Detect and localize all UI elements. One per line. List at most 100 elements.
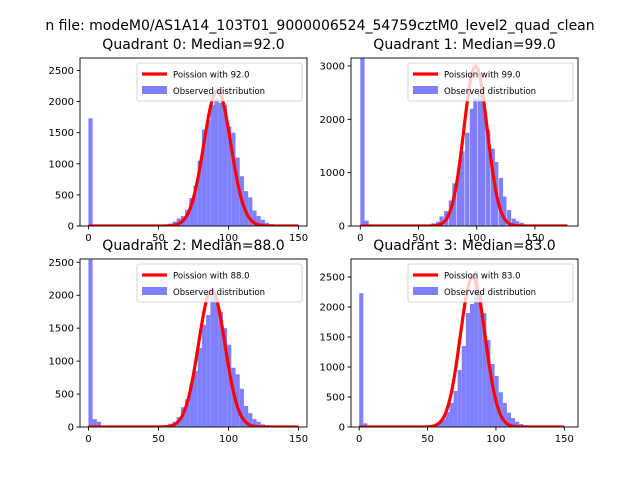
histogram-bar xyxy=(189,198,194,226)
histogram-bar xyxy=(201,324,207,427)
y-tick-label: 2500 xyxy=(320,273,345,284)
y-tick-label: 1000 xyxy=(320,363,345,374)
y-tick-label: 1000 xyxy=(49,357,74,368)
histogram-bar xyxy=(449,403,454,427)
histogram-bar xyxy=(465,313,470,427)
x-tick-label: 0 xyxy=(85,233,91,244)
panel-title: Quadrant 1: Median=99.0 xyxy=(373,37,555,53)
legend-frame xyxy=(407,263,574,303)
histogram-bar xyxy=(473,98,478,226)
histogram-bar xyxy=(498,178,504,226)
quadrant-1-panel: 0 50 100 150 0 1000 2000 3000 Quadrant 1: Median… xyxy=(320,37,579,244)
y-tick-label: 1500 xyxy=(49,128,74,139)
y-tick-label: 2000 xyxy=(320,115,345,126)
histogram-bar xyxy=(506,412,511,427)
histogram-bar xyxy=(486,340,491,427)
x-tick-label: 100 xyxy=(467,233,486,244)
x-tick-label: 150 xyxy=(289,434,308,445)
figure-suptitle: n file: modeM0/AS1A14_103T01_9000006524_… xyxy=(45,18,594,34)
legend-hist-swatch xyxy=(413,287,438,295)
histogram-bar xyxy=(511,218,516,226)
y-tick-label: 2000 xyxy=(320,303,345,314)
x-tick-label: 150 xyxy=(289,233,308,244)
histogram-bar xyxy=(210,291,215,427)
histogram-bar xyxy=(214,298,219,427)
histogram-bar xyxy=(197,160,202,226)
histogram-bar xyxy=(252,210,257,226)
histogram-bar xyxy=(88,259,93,427)
y-tick-label: 1000 xyxy=(49,159,74,170)
histogram-bar xyxy=(469,108,474,226)
histogram-bar xyxy=(364,220,369,226)
y-tick-label: 500 xyxy=(55,190,74,201)
histogram-bar xyxy=(445,412,450,427)
y-tick-label: 1500 xyxy=(49,324,74,335)
legend-label-observed: Observed distribution xyxy=(173,87,265,97)
histogram-bar xyxy=(92,419,97,427)
x-tick-label: 0 xyxy=(357,233,363,244)
panel-title: Quadrant 3: Median=83.0 xyxy=(373,238,555,254)
histogram-bar xyxy=(252,419,257,427)
y-tick-label: 2000 xyxy=(49,97,74,108)
histogram-bar xyxy=(515,221,520,226)
histogram-bar xyxy=(490,364,495,427)
histogram-bar xyxy=(193,371,198,427)
histogram-bar xyxy=(452,183,457,226)
histogram-bar xyxy=(457,370,462,427)
y-tick-label: 2000 xyxy=(49,291,74,302)
y-tick-label: 2500 xyxy=(49,258,74,269)
histogram-bar xyxy=(456,170,462,226)
y-tick-label: 2500 xyxy=(49,66,74,77)
histogram-bar xyxy=(474,271,479,427)
x-tick-label: 100 xyxy=(486,434,505,445)
histogram-bar xyxy=(206,315,211,427)
legend-label-observed: Observed distribution xyxy=(173,288,265,298)
histogram-bar xyxy=(256,216,261,226)
y-tick-label: 1000 xyxy=(320,168,345,179)
x-tick-label: 50 xyxy=(412,233,425,244)
x-tick-label: 0 xyxy=(85,434,91,445)
y-tick-label: 0 xyxy=(68,423,74,434)
x-tick-label: 50 xyxy=(152,233,165,244)
poisson-curve xyxy=(359,64,569,226)
poisson-curve xyxy=(358,275,566,427)
legend: Poission with 83.0 Observed distribution xyxy=(407,263,574,303)
y-tick-label: 3000 xyxy=(320,62,345,73)
histogram-bar xyxy=(453,391,458,427)
legend: Poission with 99.0 Observed distribution xyxy=(407,62,574,102)
histogram-bar xyxy=(248,413,253,427)
legend: Poission with 88.0 Observed distribution xyxy=(136,263,303,303)
histogram-bar xyxy=(502,403,507,427)
histogram-bar xyxy=(256,421,261,427)
histogram-bar xyxy=(189,384,194,427)
histogram-bar xyxy=(498,392,503,427)
histogram-bar xyxy=(359,293,364,427)
legend-hist-swatch xyxy=(142,86,167,94)
axes-frame xyxy=(350,57,579,227)
histogram-bar xyxy=(486,130,491,226)
histogram-bar xyxy=(363,423,368,427)
histogram-bar xyxy=(243,405,249,427)
x-tick-label: 50 xyxy=(152,434,165,445)
histogram-bar xyxy=(248,197,253,226)
legend-label-poisson: Poission with 92.0 xyxy=(173,71,250,81)
histogram-bar xyxy=(222,328,228,427)
histogram-bar xyxy=(441,419,446,427)
legend-label-poisson: Poission with 88.0 xyxy=(173,272,250,282)
histogram-bar xyxy=(465,132,470,226)
y-tick-label: 500 xyxy=(326,393,345,404)
legend-hist-swatch xyxy=(142,287,167,295)
axes-frame xyxy=(350,258,579,428)
histogram-bar xyxy=(260,219,265,226)
histogram-bar xyxy=(206,120,211,226)
histogram-bar xyxy=(218,311,223,427)
histogram-bar xyxy=(490,148,495,226)
legend-label-observed: Observed distribution xyxy=(444,288,536,298)
histogram-bar xyxy=(222,104,228,226)
histogram-bar xyxy=(360,58,365,226)
histogram-bar xyxy=(482,313,487,427)
